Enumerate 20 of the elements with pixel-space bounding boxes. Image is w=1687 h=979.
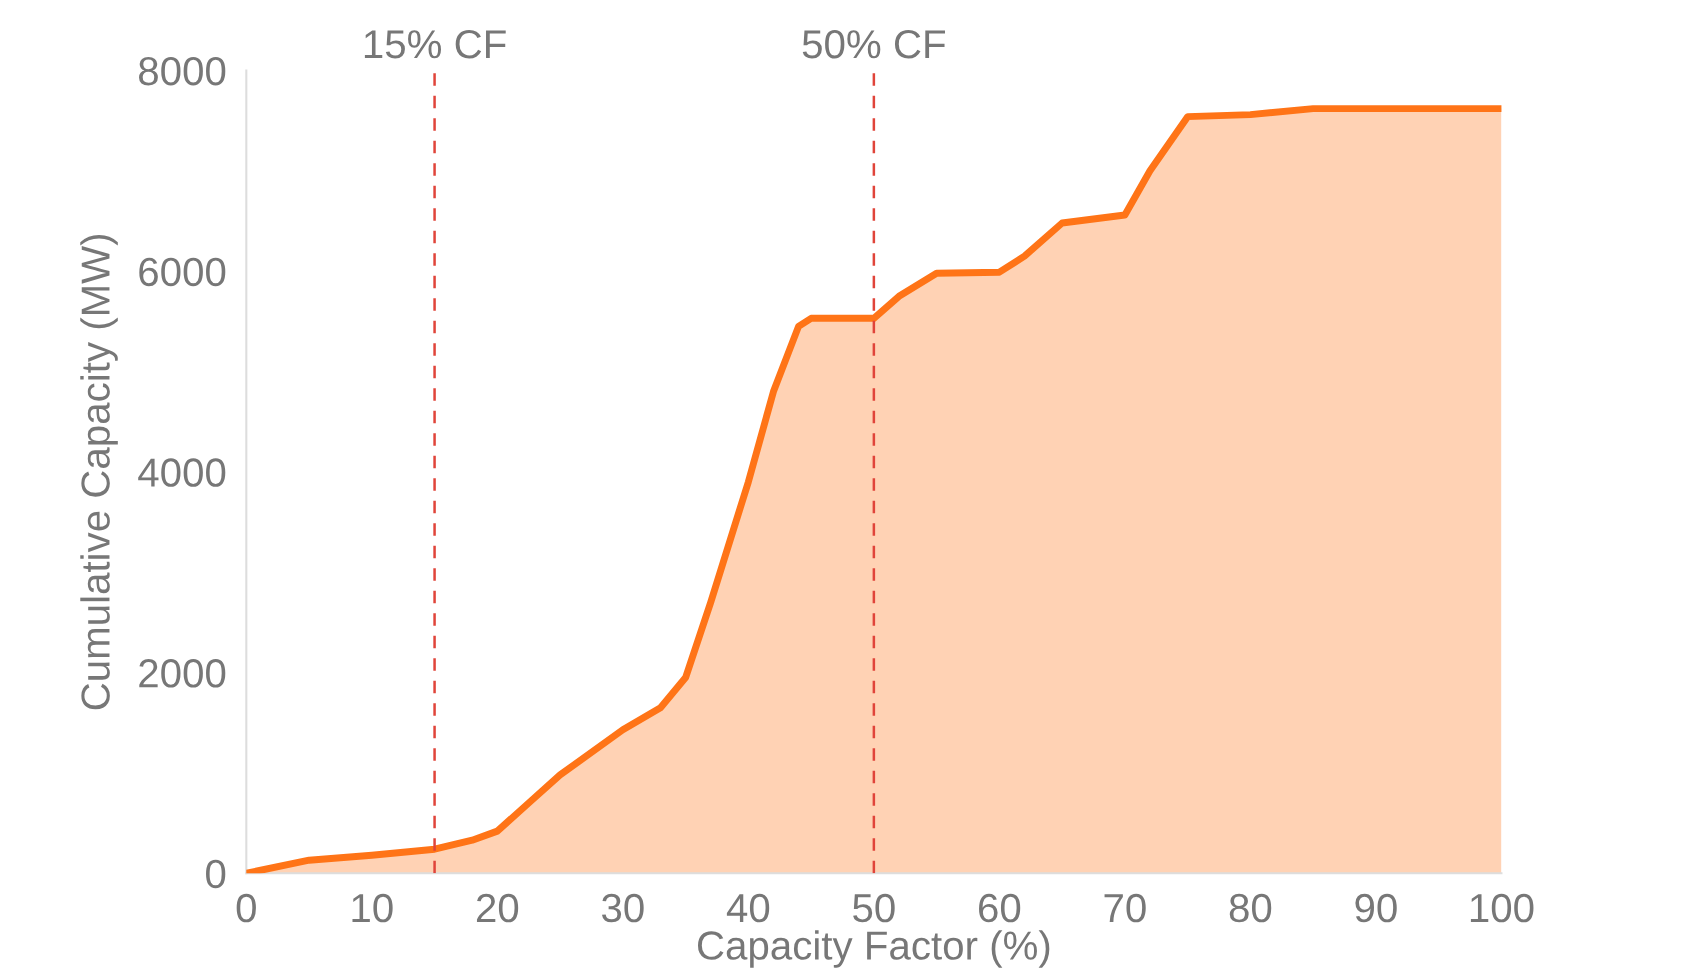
x-tick-label: 100 [1470,893,1534,923]
ref-line-label: 15% CF [364,29,506,59]
x-tick-label: 0 [236,893,256,923]
ref-line-label: 50% CF [802,29,945,59]
y-tick-label: 0 [206,859,226,889]
x-tick-label: 80 [1229,893,1272,923]
x-tick-label: 90 [1355,893,1397,923]
x-tick-label: 40 [726,893,770,923]
y-tick-label: 2000 [139,659,226,688]
y-tick-label: 8000 [139,56,226,86]
x-tick-label: 20 [476,893,519,923]
x-axis-title: Capacity Factor (%) [697,930,1050,968]
y-tick-label: 4000 [138,458,226,487]
y-axis-title: Cumulative Capacity (MW) [80,234,118,710]
x-tick-label: 10 [352,893,393,923]
x-tick-label: 30 [601,893,644,923]
x-tick-label: 60 [979,893,1021,923]
x-tick-label: 70 [1104,893,1146,923]
y-tick-label: 6000 [139,257,226,287]
x-tick-label: 50 [853,893,895,923]
